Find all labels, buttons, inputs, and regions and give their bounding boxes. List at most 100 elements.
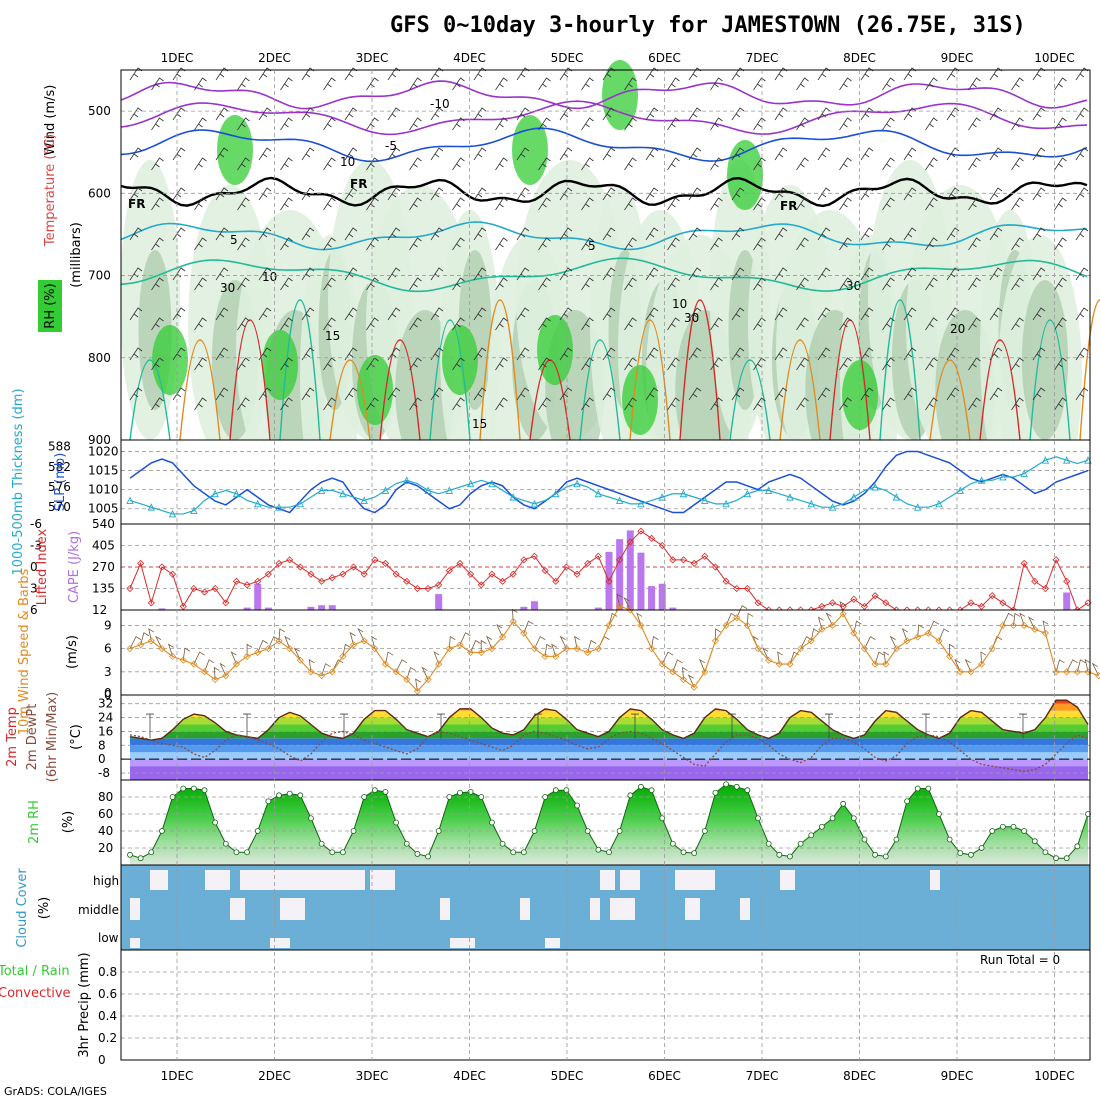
li-point <box>360 570 368 578</box>
contour-label: -10 <box>430 97 450 111</box>
wind-barb <box>1054 237 1067 251</box>
wind-barb <box>839 277 852 291</box>
wind-barb <box>215 307 229 321</box>
rh-blob-high <box>727 140 763 210</box>
wind-barb <box>608 612 618 626</box>
xtick-top: 6DEC <box>648 51 681 65</box>
cape-bar <box>637 552 645 610</box>
cape-bar <box>307 606 315 610</box>
rh-point <box>595 846 602 853</box>
wind-point <box>818 625 826 633</box>
precip-panel: 0 0.2 0.4 0.6 0.8 Total / Rain Convective 3hr P… <box>0 949 1091 1067</box>
rh-point <box>733 783 740 790</box>
wind-barb <box>796 77 809 91</box>
wind-point <box>988 645 996 653</box>
wind-barb <box>946 187 960 201</box>
wind-barb <box>140 632 150 645</box>
rh-point <box>276 792 282 799</box>
cape-bar <box>520 606 528 610</box>
rh-point <box>1042 849 1049 856</box>
wind-barb <box>753 197 766 211</box>
wind-barb <box>1066 659 1078 672</box>
wind-point <box>339 652 347 660</box>
wind-barb <box>409 317 422 331</box>
wind-barb <box>495 197 508 211</box>
wind-barb <box>903 307 917 321</box>
ytick-label-temp: -8 <box>98 766 110 780</box>
wind-point <box>1063 668 1071 676</box>
wind-barb <box>1084 658 1091 672</box>
li-point <box>403 577 411 585</box>
thickness-point <box>573 479 581 488</box>
rh-point <box>627 792 634 799</box>
thickness-point <box>211 489 219 498</box>
contour-label: 10 <box>340 155 355 169</box>
wind-barb <box>882 157 895 171</box>
ylabel-wind: Wind (m/s) <box>43 85 58 156</box>
li-point <box>275 559 283 567</box>
wind-point <box>935 637 943 645</box>
temp-band <box>130 766 1088 780</box>
wind-barb <box>366 317 379 331</box>
ytick-label: 800 <box>88 351 111 365</box>
wind-point <box>243 652 251 660</box>
ytick-label-cape: 12 <box>92 603 107 617</box>
wind-point <box>349 641 358 649</box>
rh-point <box>1021 828 1028 834</box>
wind-barb <box>903 187 917 201</box>
wind-barb <box>1032 227 1046 241</box>
wind-barb <box>817 347 831 361</box>
wind-barb <box>215 387 229 401</box>
isotherm-warm <box>779 339 821 441</box>
xtick-top: 10DEC <box>1034 51 1074 65</box>
li-point <box>1063 577 1071 585</box>
xtick-bottom: 4DEC <box>453 1069 486 1083</box>
li-point <box>988 592 996 600</box>
rh-point <box>425 853 431 860</box>
wind-barb <box>731 147 745 161</box>
chart-title: GFS 0~10day 3-hourly for JAMESTOWN (26.7… <box>390 13 1026 38</box>
wind-point <box>775 660 783 668</box>
rh-point <box>1074 843 1081 850</box>
wind-barb <box>516 147 530 161</box>
wind-barb <box>194 277 207 291</box>
wind-barb <box>817 107 831 121</box>
temp-band <box>130 738 1088 746</box>
wind-barb <box>602 267 616 281</box>
legend-convective: Convective <box>0 986 71 1001</box>
wind-barb <box>1032 347 1046 361</box>
wind-barb <box>430 227 444 241</box>
wind-barb <box>215 187 229 201</box>
rh-point <box>403 840 410 847</box>
wind-barb <box>1011 157 1024 171</box>
wind-point <box>169 652 177 660</box>
li-point <box>552 577 560 585</box>
rh-point <box>169 794 176 800</box>
wind-barb <box>623 596 631 611</box>
wind-barb <box>1011 397 1024 411</box>
rh-point <box>989 828 996 834</box>
wind-point <box>605 621 613 630</box>
wind-barb <box>731 307 745 321</box>
wind-barb <box>495 357 508 371</box>
rh-point <box>127 851 133 858</box>
wind-point <box>594 645 602 653</box>
wind-barb <box>777 651 783 665</box>
isotherm-warm <box>1079 299 1100 441</box>
wind-barb <box>284 635 291 649</box>
wind-barb <box>860 307 874 321</box>
rh-blob-high <box>442 325 478 395</box>
wind-barb <box>129 307 143 321</box>
rh-point <box>212 819 219 826</box>
wind-barb <box>129 636 142 649</box>
wind-point <box>424 675 432 684</box>
wind-barb <box>581 77 594 91</box>
slp-thickness-panel: 1005 1010 1015 1020 570 576 582 588 1000-500mb T… <box>11 388 1092 576</box>
wind-barb <box>538 117 551 131</box>
wind-barb <box>387 307 401 321</box>
rh-point <box>201 787 208 794</box>
wind-barb <box>559 635 567 649</box>
wind-barb <box>860 227 874 241</box>
rh-point <box>233 849 240 856</box>
wind-barb <box>882 317 895 331</box>
